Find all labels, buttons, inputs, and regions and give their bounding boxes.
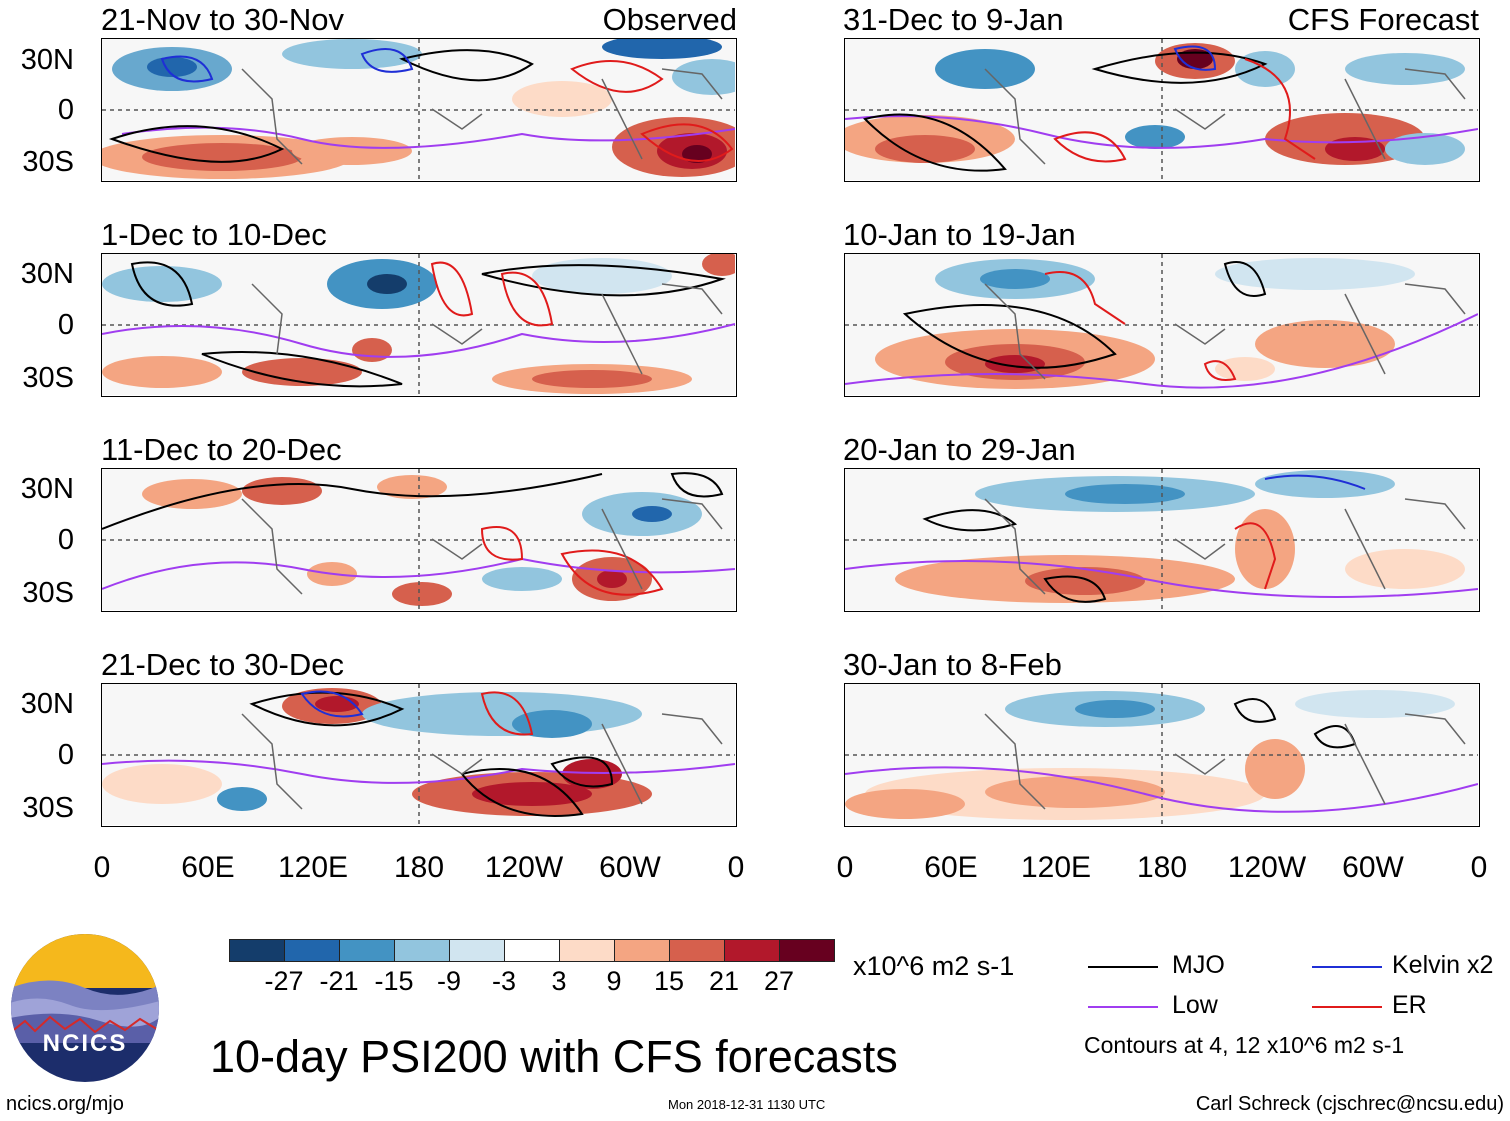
colorbar-units: x10^6 m2 s-1	[853, 951, 1015, 981]
colorbar-label: -15	[374, 966, 414, 996]
colorbar-cell	[284, 939, 340, 962]
colorbar-cell	[229, 939, 285, 962]
contours-note: Contours at 4, 12 x10^6 m2 s-1	[1084, 1032, 1405, 1058]
colorbar-cell	[504, 939, 560, 962]
colorbar-label: 3	[551, 966, 567, 996]
colorbar-label: -21	[319, 966, 359, 996]
map-panel-4	[101, 683, 737, 827]
colorbar-cell	[394, 939, 450, 962]
legend-mjo-line	[1088, 966, 1158, 968]
colorbar-label: 15	[653, 966, 685, 996]
lat-label-30n: 30N	[20, 44, 74, 76]
panel-title-4: 21-Dec to 30-Dec	[101, 647, 344, 682]
lon-label-360: 0	[727, 851, 745, 884]
lat-label-eq: 0	[57, 524, 74, 556]
lat-label-eq: 0	[57, 309, 74, 341]
legend-low-line	[1088, 1006, 1158, 1008]
colorbar-cell	[339, 939, 395, 962]
panel-title-8: 30-Jan to 8-Feb	[843, 647, 1062, 682]
legend-er-label: ER	[1392, 991, 1427, 1019]
colorbar-label: -9	[436, 966, 462, 996]
lon-label-180: 180	[393, 851, 445, 884]
lat-label-30n: 30N	[20, 688, 74, 720]
lon-label-60w: 60W	[1342, 851, 1404, 884]
colorbar-label: 21	[708, 966, 740, 996]
ncics-logo: NCICS	[10, 933, 160, 1083]
lon-label-360: 0	[1470, 851, 1488, 884]
panel-title-7: 20-Jan to 29-Jan	[843, 432, 1076, 467]
colorbar-cell	[449, 939, 505, 962]
map-panel-1	[101, 38, 737, 182]
lon-label-120e: 120E	[277, 851, 349, 884]
main-title: 10-day PSI200 with CFS forecasts	[210, 1031, 898, 1082]
legend-low-label: Low	[1172, 991, 1218, 1019]
lon-label-0: 0	[93, 851, 111, 884]
footer-url[interactable]: ncics.org/mjo	[6, 1093, 124, 1115]
lat-label-eq: 0	[57, 739, 74, 771]
forecast-label: CFS Forecast	[1287, 2, 1479, 37]
lon-label-60w: 60W	[599, 851, 661, 884]
footer-timestamp: Mon 2018-12-31 1130 UTC	[668, 1097, 826, 1112]
panel-title-5: 31-Dec to 9-Jan	[843, 2, 1064, 37]
map-panel-2	[101, 253, 737, 397]
colorbar-label: -3	[491, 966, 517, 996]
colorbar-label: -27	[264, 966, 304, 996]
panel-title-1: 21-Nov to 30-Nov	[101, 2, 344, 37]
panel-title-2: 1-Dec to 10-Dec	[101, 217, 327, 252]
colorbar-cell	[669, 939, 725, 962]
observed-label: Observed	[602, 2, 737, 37]
lat-label-30s: 30S	[22, 362, 74, 394]
legend-er-line	[1312, 1006, 1382, 1008]
colorbar-cell	[614, 939, 670, 962]
lon-label-60e: 60E	[924, 851, 978, 884]
map-panel-7	[844, 468, 1480, 612]
lon-label-120w: 120W	[484, 851, 564, 884]
map-panel-3	[101, 468, 737, 612]
colorbar-label: 9	[606, 966, 622, 996]
lat-label-30s: 30S	[22, 577, 74, 609]
panel-title-3: 11-Dec to 20-Dec	[101, 432, 342, 467]
logo-text: NCICS	[42, 1030, 128, 1057]
lat-label-30s: 30S	[22, 146, 74, 178]
colorbar-cell	[724, 939, 780, 962]
legend-kelvin-label: Kelvin x2	[1392, 951, 1494, 979]
lat-label-30n: 30N	[20, 258, 74, 290]
lon-label-60e: 60E	[181, 851, 235, 884]
lon-label-0: 0	[836, 851, 854, 884]
map-panel-6	[844, 253, 1480, 397]
panel-title-6: 10-Jan to 19-Jan	[843, 217, 1076, 252]
colorbar-cell	[779, 939, 835, 962]
lon-label-120e: 120E	[1020, 851, 1092, 884]
map-panel-8	[844, 683, 1480, 827]
colorbar-cell	[559, 939, 615, 962]
lon-label-120w: 120W	[1227, 851, 1307, 884]
map-panel-5	[844, 38, 1480, 182]
lat-label-30n: 30N	[20, 473, 74, 505]
lat-label-eq: 0	[57, 94, 74, 126]
legend-kelvin-line	[1312, 966, 1382, 968]
lat-label-30s: 30S	[22, 792, 74, 824]
legend-mjo-label: MJO	[1172, 951, 1225, 979]
footer-author: Carl Schreck (cjschrec@ncsu.edu)	[1195, 1093, 1504, 1115]
lon-label-180: 180	[1136, 851, 1188, 884]
colorbar-label: 27	[763, 966, 795, 996]
